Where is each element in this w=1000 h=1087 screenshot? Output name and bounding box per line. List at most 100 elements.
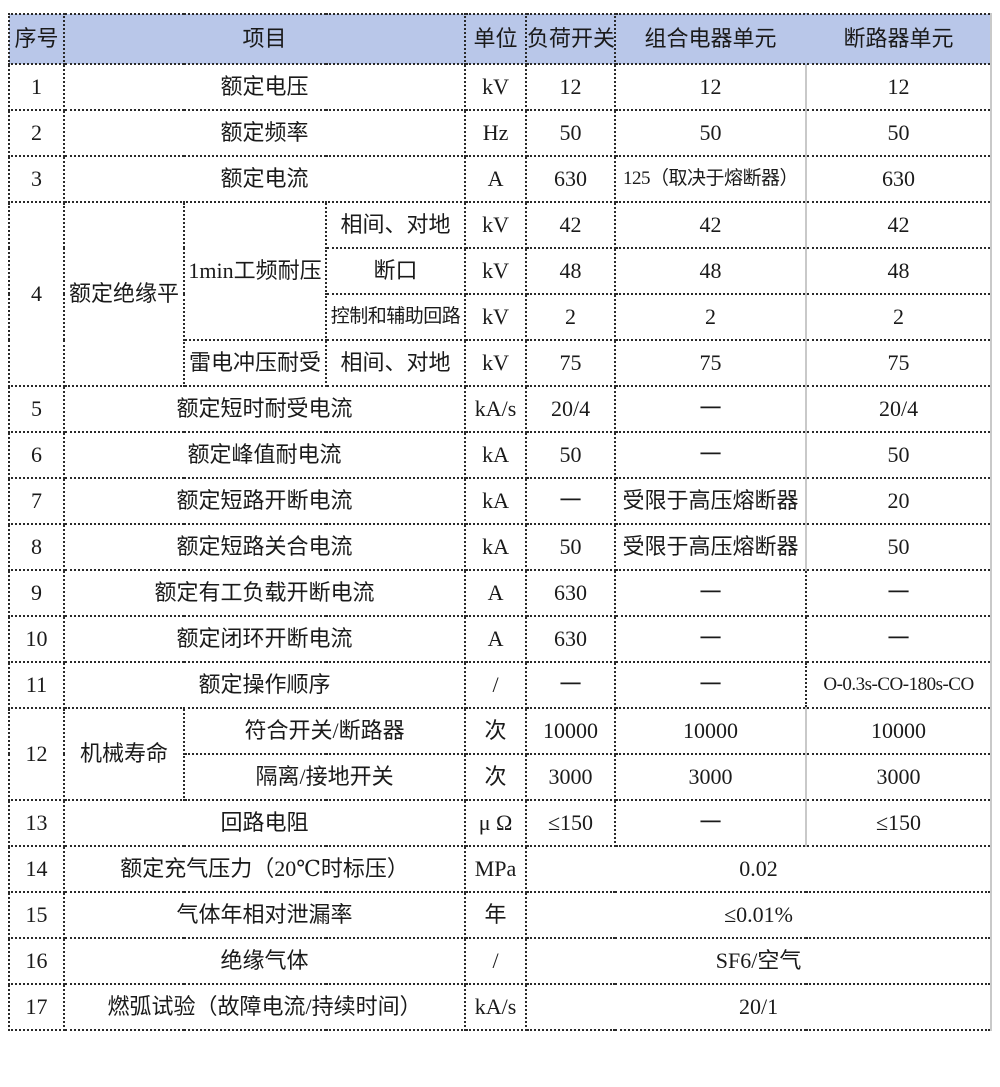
table-row: 12 机械寿命 符合开关/断路器次 10000 10000 10000 (8, 707, 993, 801)
table-row: 4 额定绝缘平 1min工频耐压 相间、对地 kV 42 42 42 (8, 201, 993, 387)
table-cell: 受限于高压熔断器 (614, 477, 808, 525)
table-cell: 7 (8, 477, 65, 525)
table-row: 17 燃弧试验（故障电流/持续时间） kA/s 20/1 (8, 983, 993, 1031)
table-cell: μ Ω (464, 799, 528, 847)
table-cell: 受限于高压熔断器 (614, 523, 808, 571)
table-cell: 一 (614, 385, 808, 433)
table-row: 16 绝缘气体 / SF6/空气 (8, 937, 993, 985)
table-row: 7 额定短路开断电流 kA 一受限于高压熔断器 20 (8, 477, 993, 525)
table-cell: 4 (8, 201, 65, 387)
table-cell: 次 (464, 707, 528, 755)
table-cell: 机械寿命 (63, 707, 185, 801)
table-cell: 17 (8, 983, 65, 1031)
table-cell: ≤150 (525, 799, 617, 847)
table-cell: 50 (805, 523, 993, 571)
table-row: 控制和辅助回路 kV 2 2 2 (9, 293, 993, 341)
table-cell: 8 (8, 523, 65, 571)
table-cell: 燃弧试验（故障电流/持续时间） (62, 983, 467, 1031)
table-cell: 10000 (805, 707, 993, 755)
table-header: 序号 项目 单位 负荷开关 组合电器单元 断路器单元 (8, 13, 993, 65)
table-cell: O-0.3s-CO-180s-CO (805, 661, 993, 709)
table-cell: 一 (805, 615, 993, 663)
table-cell: 50 (525, 109, 617, 157)
header-row: 序号 项目 单位 负荷开关 组合电器单元 断路器单元 (8, 13, 993, 65)
table-cell: 48 (614, 247, 808, 295)
table-cell: 气体年相对泄漏率 (62, 891, 467, 939)
table-cell: kA/s (464, 983, 528, 1031)
table-cell: 2 (525, 293, 617, 341)
table-cell: 隔离/接地开关 (182, 753, 467, 801)
table-cell: 一 (525, 661, 617, 709)
table-cell: 9 (8, 569, 65, 617)
table-row: 14 额定充气压力（20℃时标压） MPa 0.02 (8, 845, 993, 893)
table-cell: 1min工频耐压 (183, 201, 327, 341)
table-cell: 相间、对地 (324, 201, 467, 249)
table-cell: 50 (525, 431, 617, 479)
table-cell: 42 (525, 201, 617, 249)
table-cell: 50 (805, 431, 993, 479)
table-cell: 控制和辅助回路 (324, 293, 467, 341)
column-header: 断路器单元 (805, 13, 993, 65)
column-header: 序号 (8, 13, 65, 65)
table-cell: 630 (525, 615, 617, 663)
page: 序号 项目 单位 负荷开关 组合电器单元 断路器单元 1 额定电压 kV 12 12 12 2 额定频率… (8, 13, 993, 1031)
table-cell: kA (464, 431, 528, 479)
table-cell: 75 (805, 339, 993, 387)
table-cell: 20/4 (805, 385, 993, 433)
table-cell: 2 (8, 109, 65, 157)
table-cell: kV (464, 201, 528, 249)
table-cell: ≤0.01% (525, 891, 993, 939)
table-cell: 50 (614, 109, 808, 157)
table-cell: 一 (614, 615, 808, 663)
column-header: 单位 (464, 13, 528, 65)
table-cell: 3000 (805, 753, 993, 801)
table-row: 8 额定短路关合电流 kA 50 受限于高压熔断器 50 (8, 523, 993, 571)
table-cell: 额定短路关合电流 (62, 523, 467, 571)
table-cell: 42 (805, 201, 993, 249)
table-cell: 75 (525, 339, 617, 387)
table-cell: 一 (614, 569, 808, 617)
table-cell: Hz (464, 109, 528, 157)
table-row: 2 额定频率 Hz 50 50 50 (8, 109, 993, 157)
table-row: 15 气体年相对泄漏率年 ≤0.01% (8, 891, 993, 939)
table-cell: 10000 (614, 707, 808, 755)
table-cell: 一 (614, 661, 808, 709)
table-cell: 12 (525, 63, 617, 111)
table-row: 6 额定峰值耐电流 kA 50 一 50 (8, 431, 993, 479)
table-cell: 一 (614, 799, 808, 847)
table-cell: 125（取决于熔断器） (614, 155, 808, 203)
column-header: 负荷开关 (525, 13, 617, 65)
table-row: 13 回路电阻 μ Ω ≤150 一 ≤150 (8, 799, 993, 847)
table-cell: 次 (464, 753, 528, 801)
table-cell: 3000 (614, 753, 808, 801)
table-cell: kV (464, 339, 528, 387)
table-cell: 13 (8, 799, 65, 847)
table-cell: 2 (805, 293, 993, 341)
table-cell: 额定短时耐受电流 (62, 385, 467, 433)
table-cell: A (464, 569, 528, 617)
table-cell: 75 (614, 339, 808, 387)
table-cell: 额定有工负载开断电流 (62, 569, 467, 617)
table-cell: 16 (8, 937, 65, 985)
table-cell: 3 (8, 155, 65, 203)
table-cell: 额定充气压力（20℃时标压） (62, 845, 467, 893)
table-cell: 相间、对地 (324, 339, 467, 387)
table-cell: 额定绝缘平 (63, 201, 185, 387)
table-cell: 额定电流 (62, 155, 467, 203)
table-cell: SF6/空气 (525, 937, 993, 985)
table-cell: kV (464, 63, 528, 111)
table-cell: A (464, 155, 528, 203)
table-cell: 年 (464, 891, 528, 939)
table-cell: 10000 (525, 707, 617, 755)
table-cell: 50 (525, 523, 617, 571)
table-cell: kA/s (464, 385, 528, 433)
table-cell: 一 (805, 569, 993, 617)
table-cell: 630 (805, 155, 993, 203)
table-cell: 5 (8, 385, 65, 433)
table-cell: 12 (8, 707, 65, 801)
table-cell: 额定电压 (62, 63, 467, 111)
table-cell: 3000 (525, 753, 617, 801)
table-cell: 断口 (324, 247, 467, 295)
table-cell: 630 (525, 569, 617, 617)
table-body: 1 额定电压 kV 12 12 12 2 额定频率 Hz 50 50 50 3 额定电流 A 630 125（取… (8, 63, 993, 1031)
